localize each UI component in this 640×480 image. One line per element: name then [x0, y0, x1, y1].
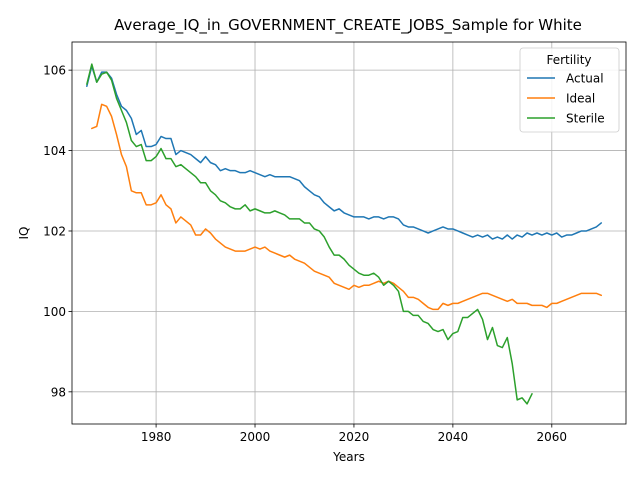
- chart-title: Average_IQ_in_GOVERNMENT_CREATE_JOBS_Sam…: [114, 16, 582, 35]
- legend-title: Fertility: [546, 53, 591, 67]
- legend-label-actual: Actual: [566, 72, 604, 86]
- x-tick-label: 2040: [438, 430, 469, 444]
- x-axis-label: Years: [332, 450, 365, 464]
- series-line-sterile: [86, 63, 533, 405]
- x-tick-label: 1980: [141, 430, 172, 444]
- y-tick-label: 98: [51, 385, 66, 399]
- x-tick-label: 2000: [240, 430, 271, 444]
- y-tick-label: 100: [43, 305, 66, 319]
- legend-items: Actual Ideal Sterile: [527, 72, 605, 126]
- legend-label-ideal: Ideal: [566, 92, 595, 106]
- series-line-ideal: [91, 103, 603, 311]
- legend-box: [519, 47, 620, 133]
- plot-frame: [71, 41, 627, 425]
- y-tick-label: 104: [43, 144, 66, 158]
- series-lines: [86, 63, 603, 405]
- y-tick-label: 102: [43, 224, 66, 238]
- x-tick-label: 2060: [537, 430, 568, 444]
- y-axis-ticks: 98 100 102 104 106: [43, 64, 72, 399]
- series-line-actual: [86, 65, 603, 240]
- x-tick-label: 2020: [339, 430, 370, 444]
- x-axis-ticks: 1980 2000 2020 2040 2060: [141, 424, 567, 444]
- legend: Fertility Actual Ideal Sterile: [519, 47, 620, 133]
- legend-label-sterile: Sterile: [566, 112, 605, 126]
- y-tick-label: 106: [43, 64, 66, 78]
- y-axis-label: IQ: [17, 227, 31, 240]
